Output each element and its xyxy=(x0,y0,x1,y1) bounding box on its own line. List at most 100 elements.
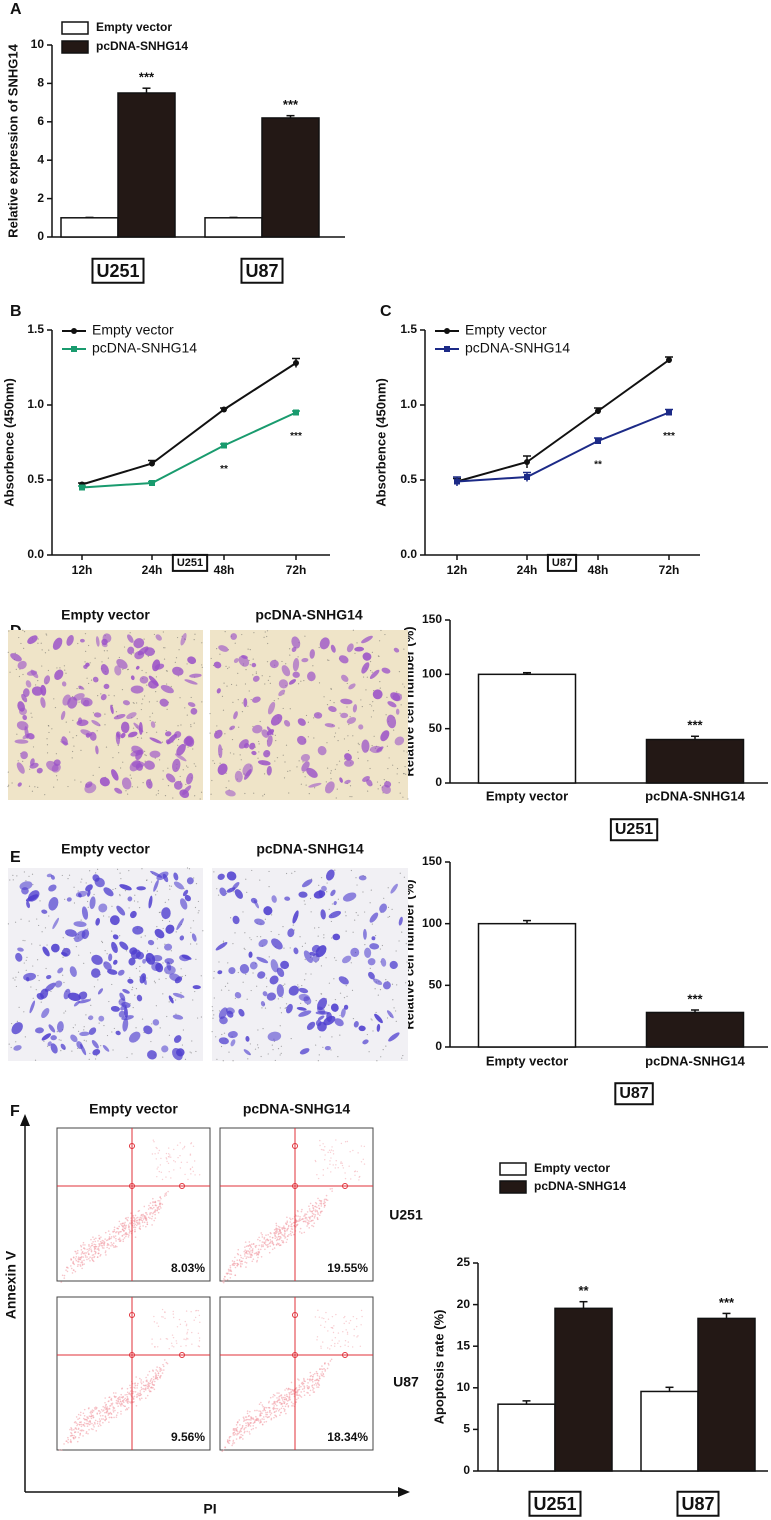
event-dot xyxy=(223,1280,225,1282)
speck xyxy=(90,1004,92,1006)
speck xyxy=(12,879,14,881)
cell xyxy=(218,744,223,759)
cell xyxy=(50,1035,57,1041)
speck xyxy=(402,796,404,798)
event-dot xyxy=(273,1247,276,1249)
event-dot xyxy=(276,1236,278,1238)
event-dot xyxy=(151,1369,154,1372)
event-dot xyxy=(96,1407,98,1409)
event-dot xyxy=(298,1231,301,1233)
cell xyxy=(389,960,398,969)
event-dot xyxy=(235,1429,238,1431)
cell xyxy=(81,929,90,939)
event-dot xyxy=(265,1413,267,1416)
event-dot xyxy=(135,1404,138,1407)
event-dot xyxy=(271,1236,274,1239)
speck xyxy=(209,732,211,734)
event-dot xyxy=(124,1394,126,1396)
cell-line-label: U251 xyxy=(96,261,139,281)
speck xyxy=(367,760,369,762)
event-dot xyxy=(324,1321,327,1323)
event-dot xyxy=(325,1311,327,1314)
cell xyxy=(136,886,146,891)
speck xyxy=(259,720,261,723)
event-dot xyxy=(143,1384,146,1387)
event-dot xyxy=(303,1390,305,1393)
event-dot xyxy=(99,1243,101,1245)
event-dot xyxy=(118,1402,121,1405)
event-dot xyxy=(344,1344,346,1346)
speck xyxy=(337,740,339,742)
cell xyxy=(227,1031,238,1039)
speck xyxy=(125,790,127,792)
speck xyxy=(185,765,188,767)
event-dot xyxy=(187,1329,189,1331)
event-dot xyxy=(317,1204,320,1207)
speck xyxy=(89,870,91,872)
event-dot xyxy=(72,1262,74,1264)
event-dot xyxy=(139,1394,142,1396)
event-dot xyxy=(321,1210,323,1213)
speck xyxy=(40,1001,42,1003)
speck xyxy=(117,744,119,747)
event-dot xyxy=(305,1213,308,1216)
event-dot xyxy=(289,1398,291,1400)
speck xyxy=(146,731,148,734)
event-dot xyxy=(76,1265,79,1268)
speck xyxy=(387,906,390,908)
speck xyxy=(131,1053,133,1055)
event-dot xyxy=(116,1411,119,1414)
event-dot xyxy=(337,1332,340,1334)
event-dot xyxy=(250,1250,252,1252)
event-dot xyxy=(142,1218,145,1220)
event-dot xyxy=(244,1430,246,1433)
event-dot xyxy=(80,1245,83,1248)
speck xyxy=(41,665,43,667)
speck xyxy=(356,642,358,644)
speck xyxy=(290,1037,292,1040)
event-dot xyxy=(226,1272,229,1275)
event-dot xyxy=(159,1338,162,1340)
event-dot xyxy=(113,1395,116,1398)
cell xyxy=(354,646,365,652)
event-dot xyxy=(118,1398,120,1401)
speck xyxy=(227,962,229,964)
speck xyxy=(129,632,131,634)
x-tick-label: 72h xyxy=(286,563,307,577)
event-dot xyxy=(285,1387,288,1390)
event-dot xyxy=(130,1222,132,1225)
cell xyxy=(174,731,182,738)
event-dot xyxy=(349,1319,352,1322)
speck xyxy=(7,923,10,925)
event-dot xyxy=(240,1265,242,1268)
speck xyxy=(80,919,82,921)
event-dot xyxy=(90,1417,93,1420)
event-dot xyxy=(115,1399,118,1402)
speck xyxy=(241,633,243,636)
event-dot xyxy=(346,1333,349,1335)
speck xyxy=(89,998,91,1000)
event-dot xyxy=(93,1248,96,1251)
event-dot xyxy=(126,1407,128,1410)
cell xyxy=(243,697,248,708)
event-dot xyxy=(66,1266,68,1269)
significance: *** xyxy=(290,431,302,442)
speck xyxy=(46,738,48,740)
event-dot xyxy=(247,1418,249,1421)
event-dot xyxy=(228,1437,231,1439)
speck xyxy=(326,704,329,706)
point xyxy=(79,484,85,491)
speck xyxy=(296,766,298,768)
event-dot xyxy=(257,1420,260,1422)
event-dot xyxy=(132,1392,134,1395)
speck xyxy=(7,651,9,654)
cell xyxy=(340,712,349,719)
event-dot xyxy=(86,1420,88,1422)
speck xyxy=(81,878,83,880)
cell xyxy=(229,725,236,731)
event-dot xyxy=(91,1242,93,1245)
event-dot xyxy=(330,1326,333,1329)
cell xyxy=(184,894,191,902)
event-dot xyxy=(263,1418,265,1421)
event-dot xyxy=(58,1449,61,1451)
